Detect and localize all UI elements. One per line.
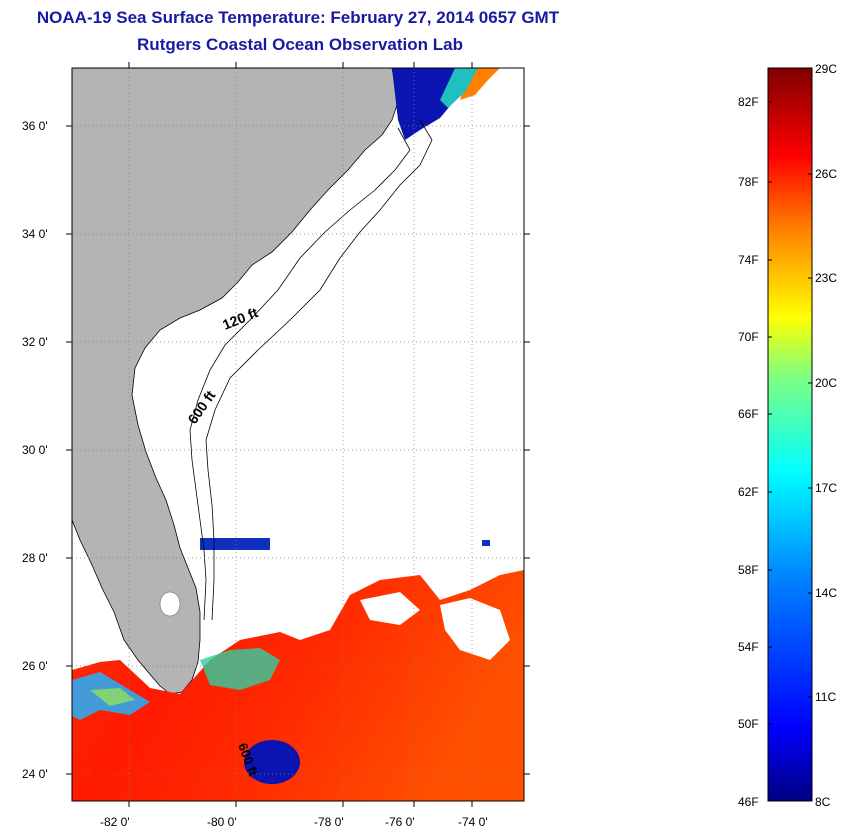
colorbar-f-50: 50F — [738, 717, 759, 731]
colorbar-ticks — [768, 101, 812, 725]
lat-label-34: 34 0' — [22, 227, 48, 241]
colorbar-f-58: 58F — [738, 563, 759, 577]
colorbar-f-66: 66F — [738, 407, 759, 421]
lon-label-76: -76 0' — [385, 815, 415, 829]
sst-cold-blob — [244, 740, 300, 784]
sst-cool-patch-gulf — [200, 648, 280, 690]
colorbar-f-62: 62F — [738, 485, 759, 499]
lake-okeechobee — [159, 591, 181, 617]
contour-120ft — [189, 127, 411, 621]
cloud-gap — [440, 598, 510, 660]
land-mass — [72, 68, 399, 695]
map-frame — [71, 67, 525, 802]
colorbar-f-54: 54F — [738, 640, 759, 654]
lat-label-26: 26 0' — [22, 659, 48, 673]
map-plot-area — [72, 68, 524, 801]
colorbar-c-23: 23C — [815, 271, 837, 285]
sst-cold-streak — [200, 538, 270, 550]
colorbar-f-46: 46F — [738, 795, 759, 809]
colorbar-c-29: 29C — [815, 62, 837, 76]
lon-ticks — [128, 62, 473, 807]
lat-lon-grid — [72, 68, 524, 801]
contour-600ft — [205, 119, 433, 621]
sst-cyan-north — [440, 68, 478, 108]
lon-label-82: -82 0' — [100, 815, 130, 829]
lat-label-36: 36 0' — [22, 119, 48, 133]
colorbar-c-20: 20C — [815, 376, 837, 390]
lon-label-78: -78 0' — [314, 815, 344, 829]
lat-label-24: 24 0' — [22, 767, 48, 781]
sst-green-patch — [90, 688, 135, 706]
colorbar-c-17: 17C — [815, 481, 837, 495]
colorbar-c-8: 8C — [815, 795, 831, 809]
colorbar — [767, 67, 813, 802]
colorbar-f-74: 74F — [738, 253, 759, 267]
colorbar-f-70: 70F — [738, 330, 759, 344]
colorbar-c-14: 14C — [815, 586, 837, 600]
lat-label-32: 32 0' — [22, 335, 48, 349]
sst-warm-water — [72, 570, 524, 801]
colorbar-f-78: 78F — [738, 175, 759, 189]
colorbar-f-82: 82F — [738, 95, 759, 109]
colorbar-c-11: 11C — [815, 690, 836, 704]
lon-label-74: -74 0' — [458, 815, 488, 829]
colorbar-c-26: 26C — [815, 167, 837, 181]
sst-cold-dot — [482, 540, 490, 546]
map-title: NOAA-19 Sea Surface Temperature: Februar… — [36, 8, 560, 27]
lat-label-30: 30 0' — [22, 443, 48, 457]
lat-ticks — [66, 125, 530, 775]
map-subtitle: Rutgers Coastal Ocean Observation Lab — [137, 35, 463, 54]
cloud-gap-2 — [360, 592, 420, 625]
lon-label-80: -80 0' — [207, 815, 237, 829]
lat-label-28: 28 0' — [22, 551, 48, 565]
